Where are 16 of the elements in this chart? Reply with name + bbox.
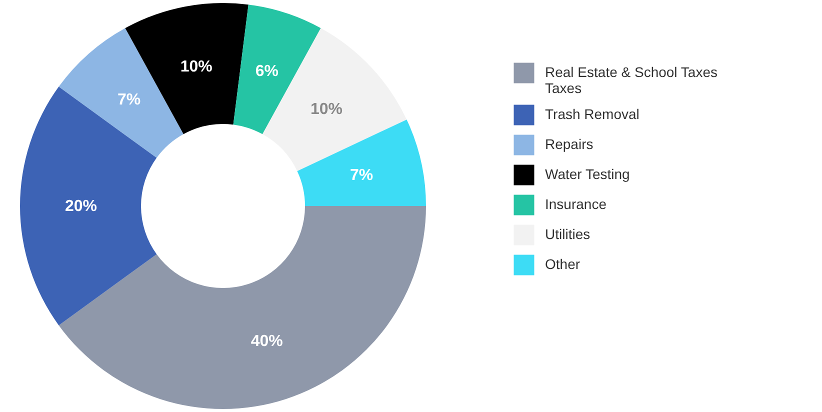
legend-label: Other [545, 256, 580, 272]
donut-slice [20, 86, 157, 326]
legend-label: Trash Removal [545, 106, 640, 122]
data-label: 7% [350, 167, 374, 184]
data-label: 6% [255, 62, 278, 80]
legend-label: Real Estate & School Taxes Taxes [545, 64, 718, 96]
data-label: 7% [118, 91, 141, 108]
legend-label: Insurance [545, 196, 607, 212]
donut-slice [297, 120, 426, 206]
data-label: 10% [310, 100, 343, 118]
data-label: 20% [64, 198, 98, 215]
legend-label: Repairs [545, 136, 594, 152]
legend-label: Utilities [545, 226, 590, 242]
data-label: 40% [250, 333, 283, 350]
data-label: 10% [180, 58, 212, 76]
legend-label: Water Testing [545, 166, 630, 182]
